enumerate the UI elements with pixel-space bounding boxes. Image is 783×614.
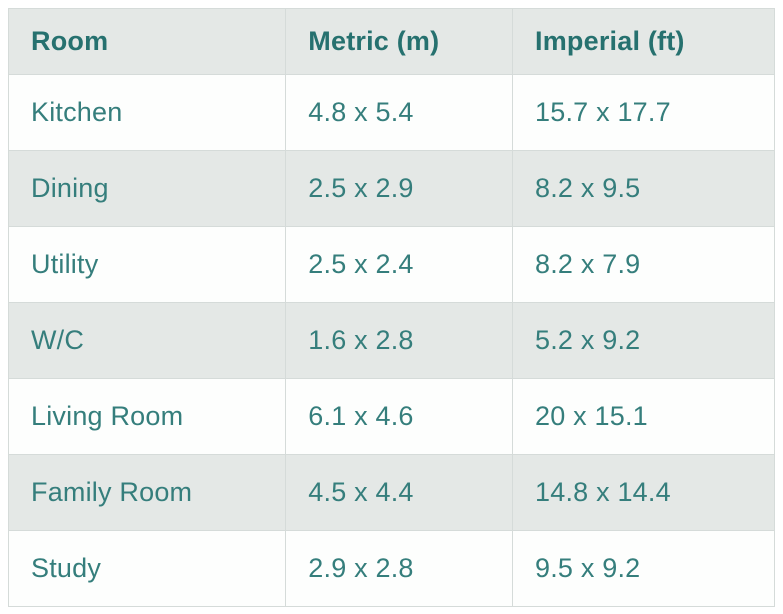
metric-cell: 2.5 x 2.4 — [285, 226, 514, 303]
room-dimensions-table-container: Room Metric (m) Imperial (ft) Kitchen 4.… — [7, 8, 775, 607]
room-cell: Family Room — [7, 454, 287, 531]
room-cell: Kitchen — [7, 74, 287, 151]
imperial-cell: 20 x 15.1 — [512, 378, 775, 455]
table-row: Kitchen 4.8 x 5.4 15.7 x 17.7 — [7, 74, 775, 151]
imperial-cell: 14.8 x 14.4 — [512, 454, 775, 531]
table-body: Kitchen 4.8 x 5.4 15.7 x 17.7 Dining 2.5… — [7, 74, 775, 607]
room-dimensions-table: Room Metric (m) Imperial (ft) Kitchen 4.… — [7, 8, 775, 607]
imperial-cell: 15.7 x 17.7 — [512, 74, 775, 151]
table-row: Study 2.9 x 2.8 9.5 x 9.2 — [7, 530, 775, 607]
metric-cell: 4.5 x 4.4 — [285, 454, 514, 531]
room-cell: Utility — [7, 226, 287, 303]
metric-cell: 2.5 x 2.9 — [285, 150, 514, 227]
table-row: Utility 2.5 x 2.4 8.2 x 7.9 — [7, 226, 775, 303]
table-row: Family Room 4.5 x 4.4 14.8 x 14.4 — [7, 454, 775, 531]
room-cell: W/C — [7, 302, 287, 379]
table-row: Dining 2.5 x 2.9 8.2 x 9.5 — [7, 150, 775, 227]
table-row: W/C 1.6 x 2.8 5.2 x 9.2 — [7, 302, 775, 379]
column-header-room: Room — [7, 8, 287, 75]
metric-cell: 4.8 x 5.4 — [285, 74, 514, 151]
imperial-cell: 5.2 x 9.2 — [512, 302, 775, 379]
header-row: Room Metric (m) Imperial (ft) — [7, 8, 775, 75]
metric-cell: 2.9 x 2.8 — [285, 530, 514, 607]
table-row: Living Room 6.1 x 4.6 20 x 15.1 — [7, 378, 775, 455]
metric-cell: 6.1 x 4.6 — [285, 378, 514, 455]
room-cell: Study — [7, 530, 287, 607]
metric-cell: 1.6 x 2.8 — [285, 302, 514, 379]
imperial-cell: 9.5 x 9.2 — [512, 530, 775, 607]
imperial-cell: 8.2 x 9.5 — [512, 150, 775, 227]
room-cell: Living Room — [7, 378, 287, 455]
room-cell: Dining — [7, 150, 287, 227]
imperial-cell: 8.2 x 7.9 — [512, 226, 775, 303]
column-header-metric: Metric (m) — [285, 8, 514, 75]
column-header-imperial: Imperial (ft) — [512, 8, 775, 75]
table-header: Room Metric (m) Imperial (ft) — [7, 8, 775, 75]
